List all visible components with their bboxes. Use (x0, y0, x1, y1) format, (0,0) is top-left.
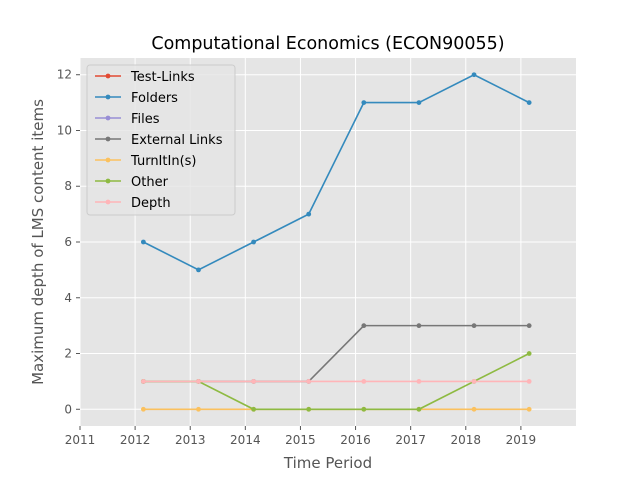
legend-label: Test-Links (130, 70, 195, 85)
series-depth (140, 378, 532, 384)
series-layer (140, 72, 532, 412)
legend-label: External Links (131, 133, 223, 148)
legend-label: Other (131, 175, 169, 190)
y-axis-label: Maximum depth of LMS content items (29, 99, 47, 385)
data-point-folders (140, 239, 146, 245)
x-tick-label: 2013 (175, 433, 206, 447)
legend-item: External Links (95, 133, 223, 148)
data-point-turnitin-s (526, 406, 532, 412)
legend-label: Files (131, 112, 160, 127)
data-point-depth (471, 378, 477, 384)
legend-swatch-marker (105, 94, 111, 100)
y-tick-label: 10 (57, 123, 72, 137)
data-point-other (306, 406, 312, 412)
legend-item: Test-Links (95, 70, 195, 85)
data-point-depth (361, 378, 367, 384)
y-tick-label: 2 (64, 347, 72, 361)
x-tick-label: 2011 (65, 433, 96, 447)
legend-item: Folders (95, 91, 178, 106)
data-point-folders (416, 100, 422, 106)
legend-item: Depth (95, 196, 171, 211)
y-tick-label: 8 (64, 179, 72, 193)
legend-box (86, 64, 236, 216)
data-point-depth (306, 378, 312, 384)
legend-swatch-marker (105, 136, 111, 142)
legend-swatch-marker (105, 73, 111, 79)
series-line-other (143, 352, 530, 411)
data-point-depth (526, 378, 532, 384)
legend-swatch-marker (105, 157, 111, 163)
data-point-other (361, 406, 367, 412)
data-point-folders (196, 267, 201, 273)
legend-swatch-marker (105, 199, 111, 205)
data-point-external-links (471, 323, 477, 329)
data-point-external-links (526, 323, 532, 329)
data-point-folders (526, 100, 532, 106)
legend-swatch-marker (105, 115, 111, 121)
data-point-folders (471, 72, 477, 78)
legend-label: Folders (131, 91, 178, 106)
data-point-depth (251, 378, 256, 384)
x-axis-label: Time Period (283, 454, 372, 472)
data-point-other (416, 406, 422, 412)
data-point-folders (361, 100, 367, 106)
data-point-other (526, 351, 532, 356)
x-tick-label: 2012 (120, 433, 151, 447)
legend-label: TurnItIn(s) (130, 154, 196, 169)
y-tick-label: 4 (64, 291, 72, 305)
data-point-folders (306, 211, 312, 217)
x-tick-label: 2019 (506, 433, 537, 447)
x-tick-label: 2016 (340, 433, 371, 447)
y-tick-label: 6 (64, 235, 72, 249)
data-point-external-links (416, 323, 422, 329)
axis-ticks: 2011 2012 2013 2014 2015 2016 2017 2018 2019 0 2 4 6… (57, 68, 536, 447)
data-point-other (251, 406, 256, 412)
legend-swatch-marker (105, 178, 111, 184)
data-point-turnitin-s (196, 406, 201, 412)
data-point-folders (251, 239, 256, 245)
legend-label: Depth (131, 196, 171, 211)
y-tick-label: 12 (57, 68, 72, 82)
series-line-folders (143, 73, 530, 271)
data-point-depth (196, 378, 201, 384)
chart-title: Computational Economics (ECON90055) (151, 34, 504, 54)
data-point-depth (416, 378, 422, 384)
data-point-external-links (361, 323, 367, 329)
y-tick-label: 0 (64, 402, 72, 416)
x-tick-label: 2015 (285, 433, 316, 447)
data-point-turnitin-s (140, 406, 146, 412)
x-tick-label: 2017 (395, 433, 426, 447)
x-tick-label: 2014 (230, 433, 261, 447)
data-point-turnitin-s (471, 406, 477, 412)
data-point-depth (140, 378, 146, 384)
legend: Test-Links Folders Files External Links Turn… (86, 64, 236, 216)
legend-item: Files (95, 112, 160, 127)
legend-item: TurnItIn(s) (95, 154, 196, 169)
legend-item: Other (95, 175, 169, 190)
series-folders (140, 72, 532, 273)
x-tick-label: 2018 (451, 433, 482, 447)
